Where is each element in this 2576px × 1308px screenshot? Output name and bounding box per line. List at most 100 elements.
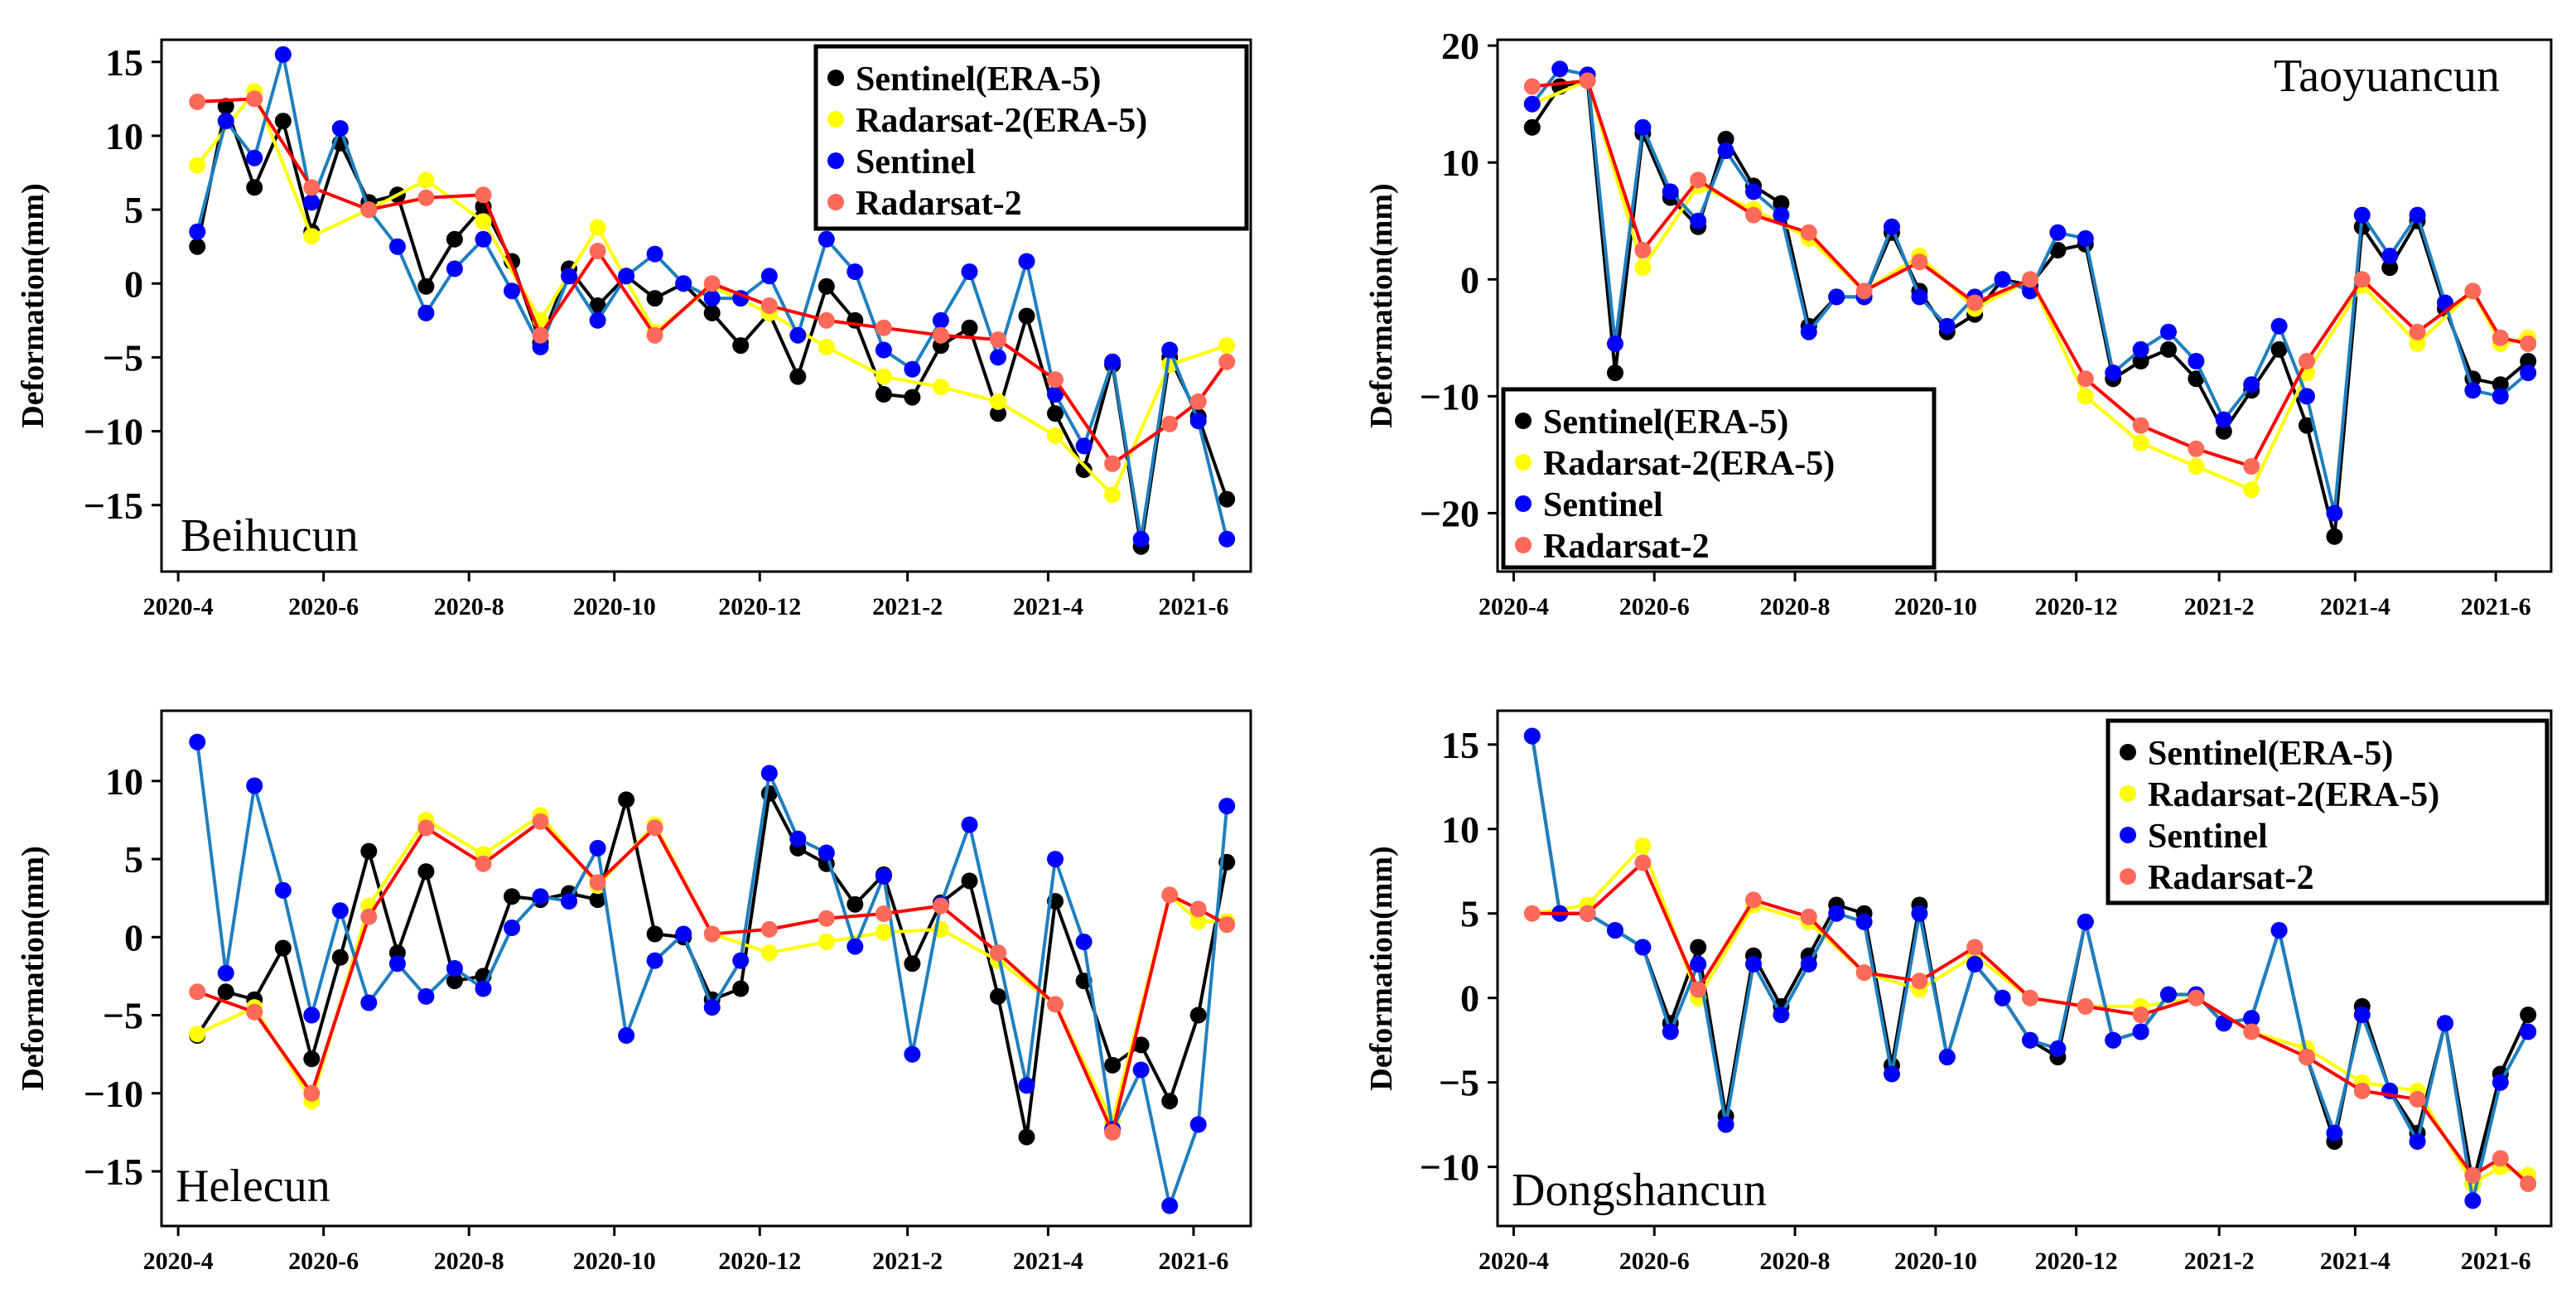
legend-entry: Sentinel (1543, 486, 1663, 524)
data-point (360, 201, 378, 219)
y-tick-label: 10 (1441, 142, 1479, 184)
data-point (589, 297, 606, 314)
data-point (1828, 905, 1845, 922)
data-point (1773, 206, 1790, 224)
data-point (1218, 916, 1236, 934)
data-point (2353, 271, 2371, 288)
data-point (417, 278, 435, 295)
x-tick-label: 2020-8 (1760, 593, 1831, 620)
series-radarsat-2 (1523, 72, 2537, 475)
data-point (2243, 481, 2260, 499)
y-tick-label: 5 (124, 838, 143, 881)
data-point (475, 855, 492, 872)
data-point (2160, 986, 2177, 1003)
data-point (618, 791, 635, 808)
y-tick-label: −10 (84, 1073, 143, 1115)
data-point (2492, 329, 2509, 346)
data-point (589, 311, 606, 329)
data-point (2409, 1133, 2426, 1150)
data-point (1047, 386, 1064, 403)
data-point (217, 983, 234, 1001)
data-point (2132, 417, 2149, 434)
data-point (1911, 253, 1928, 271)
x-tick-label: 2020-8 (1760, 1248, 1831, 1275)
data-point (2188, 370, 2205, 388)
chart-panel-1: −15 −10 −5 0 5 10 15 2020-4 2020-6 2020-8 2020-10 2… (16, 38, 1252, 620)
legend-entry: Radarsat-2 (856, 185, 1022, 223)
data-point (904, 955, 921, 973)
data-point (847, 895, 864, 913)
data-point (2492, 1150, 2509, 1167)
y-tick-label: 10 (105, 760, 143, 803)
data-point (246, 179, 263, 196)
data-point (1132, 1036, 1150, 1054)
data-point (2299, 417, 2315, 434)
y-tick-label: 10 (105, 115, 143, 157)
data-point (1634, 854, 1652, 871)
x-tick-label: 2021-6 (1158, 1248, 1228, 1275)
data-point (703, 999, 721, 1016)
data-point (189, 1026, 206, 1043)
data-point (2492, 388, 2509, 405)
data-point (1800, 323, 1817, 340)
legend-box (2106, 718, 2549, 905)
data-point (303, 179, 321, 196)
site-label: Helecun (176, 1161, 330, 1212)
data-point (2022, 1031, 2038, 1049)
data-point (504, 919, 520, 936)
data-point (589, 219, 606, 236)
data-point (388, 238, 406, 255)
data-point (446, 260, 463, 278)
legend-marker (2120, 744, 2136, 760)
x-tick-label: 2021-4 (2320, 1248, 2390, 1275)
data-point (1075, 461, 1093, 478)
data-point (217, 113, 234, 130)
data-point (2160, 340, 2177, 358)
data-point (1189, 1006, 1207, 1024)
data-point (446, 973, 463, 990)
data-point (1161, 415, 1179, 432)
data-point (2243, 1023, 2260, 1040)
plot-frame (1496, 38, 2553, 573)
data-point (847, 938, 864, 955)
data-point (2299, 388, 2315, 405)
data-point (961, 319, 978, 336)
data-point (1634, 837, 1652, 855)
data-point (1218, 490, 1236, 508)
data-point (2132, 1006, 2149, 1024)
data-point (618, 268, 635, 285)
data-point (1634, 118, 1652, 136)
data-point (818, 311, 835, 329)
data-point (189, 157, 206, 174)
data-point (932, 311, 949, 329)
x-tick-label: 2020-4 (1479, 1248, 1549, 1275)
data-point (2270, 340, 2288, 358)
data-point (1690, 171, 1707, 189)
y-axis-title: Deformation(mm) (16, 183, 51, 427)
legend: Sentinel(ERA-5)Radarsat-2(ERA-5)Sentinel… (1501, 387, 1937, 570)
series-radarsat-2 (189, 90, 1236, 472)
data-point (2215, 411, 2232, 428)
data-point (732, 337, 750, 355)
data-point (1966, 955, 1984, 973)
data-point (675, 925, 692, 943)
data-point (1132, 530, 1150, 548)
data-point (1884, 218, 1900, 235)
x-tick-label: 2020-6 (1619, 593, 1690, 620)
data-point (2188, 353, 2205, 369)
data-point (1994, 989, 2011, 1006)
y-tick-label: 15 (105, 41, 143, 84)
data-point (1634, 242, 1652, 258)
legend-box (1501, 387, 1937, 570)
x-tick-label: 2021-2 (2184, 593, 2255, 620)
data-point (818, 278, 835, 295)
data-point (1717, 130, 1734, 147)
data-point (189, 93, 206, 110)
data-point (532, 813, 549, 830)
data-point (703, 304, 721, 321)
data-point (2077, 913, 2094, 930)
data-point (990, 944, 1006, 962)
data-point (2215, 422, 2232, 440)
legend-marker (1515, 537, 1532, 553)
legend-entry: Sentinel(ERA-5) (856, 60, 1101, 99)
